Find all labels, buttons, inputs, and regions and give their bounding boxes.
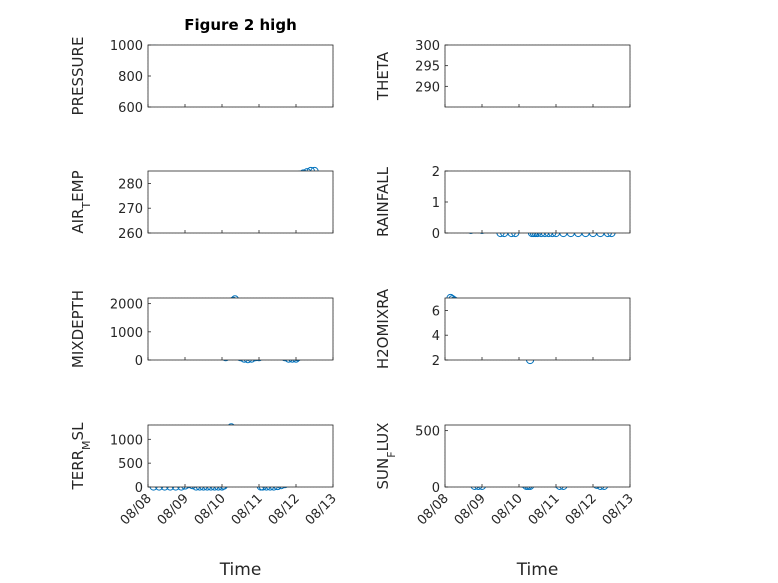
ylabel-6: TERRMSL [69,422,93,491]
y-tick-label: 280 [118,177,143,192]
y-tick-label: 0 [432,227,440,242]
x-axis-label: Time [219,560,262,580]
subplot-theta: 290 295 300 THETA [374,39,631,108]
ylabel-2: AIRTEMP [69,170,93,233]
y-tick-label: 6 [432,304,440,319]
x-tick-label: 08/11 [229,491,266,528]
subplot-rainfall: 0 1 2 RAINFALL [374,165,631,242]
x-tick-label: 08/11 [526,491,563,528]
y-tick-label: 290 [415,80,440,95]
x-tick-label: 08/10 [489,491,526,528]
ylabel-7: SUNFLUX [374,423,398,490]
y-tick-label: 300 [415,39,440,54]
axes-frame [147,297,334,361]
y-tick-label: 0 [135,354,143,369]
x-axis-label: Time [516,560,559,580]
y-tick-label: 1000 [110,39,143,54]
y-tick-label: 1000 [110,433,143,448]
y-tick-label: 2 [432,354,440,369]
ylabel-0: PRESSURE [69,37,87,116]
ylabel-5: H2OMIXRA [374,288,392,369]
y-tick-label: 0 [432,481,440,496]
axes-frame [147,44,334,108]
x-tick-label: 08/12 [266,491,303,528]
axes-frame [444,170,631,234]
y-tick-label: 260 [118,227,143,242]
ylabel-3: RAINFALL [374,166,392,237]
x-tick-label: 08/08 [118,491,155,528]
x-tick-label: 08/09 [155,491,192,528]
subplot-sun-flux: 0 500 SUNFLUX 08/08 08/09 08/10 08/11 08/12 08/1… [374,423,637,580]
y-tick-label: 800 [118,70,143,85]
y-tick-label: 270 [118,202,143,217]
y-tick-label: 0 [135,481,143,496]
y-tick-label: 2 [432,165,440,180]
y-tick-label: 600 [118,101,143,116]
axes-frame [444,297,631,361]
ylabel-4: MIXDEPTH [69,290,87,368]
subplot-h2omixra: 2 4 6 H2OMIXRA [374,288,631,369]
axes-frame [444,424,631,488]
x-tick-label: 08/10 [192,491,229,528]
axes-frame [147,170,334,234]
y-tick-label: 500 [118,457,143,472]
axes-frame [147,424,334,488]
x-tick-label: 08/12 [563,491,600,528]
y-tick-label: 2000 [110,298,143,313]
x-tick-label: 08/13 [303,491,340,528]
axes-frame [444,44,631,108]
y-tick-label: 500 [415,425,440,440]
subplot-air-temp: 260 270 280 AIRTEMP [69,166,334,242]
subplot-pressure: 600 800 1000 PRESSURE [69,37,334,116]
ylabel-1: THETA [374,51,392,101]
y-tick-label: 4 [432,329,440,344]
x-tick-label: 08/13 [600,491,637,528]
y-tick-label: 295 [415,60,440,75]
x-tick-label: 08/09 [452,491,489,528]
y-tick-label: 1000 [110,326,143,341]
figure-title: Figure 2 high [184,16,297,34]
subplot-terr-msl: 0 500 1000 TERRMSL 08/08 08/09 08/10 08/11 08/12… [69,422,340,580]
x-tick-label: 08/08 [415,491,452,528]
y-tick-label: 1 [432,196,440,211]
subplot-mixdepth: 0 1000 2000 MIXDEPTH [69,290,334,369]
